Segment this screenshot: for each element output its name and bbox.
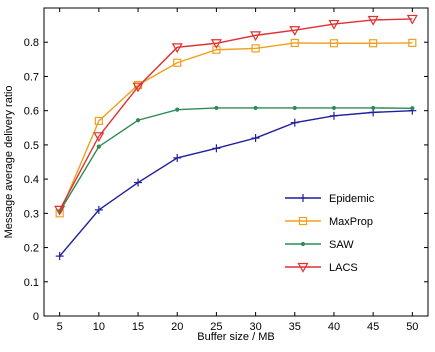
y-tick-label: 0.4 bbox=[24, 174, 39, 186]
x-tick-label: 20 bbox=[171, 321, 183, 333]
x-tick-label: 25 bbox=[210, 321, 222, 333]
x-tick-label: 50 bbox=[406, 321, 418, 333]
x-tick-label: 45 bbox=[367, 321, 379, 333]
series-line bbox=[59, 18, 413, 211]
data-point bbox=[300, 241, 306, 247]
y-tick-label: 0.7 bbox=[24, 71, 39, 83]
data-point bbox=[96, 144, 101, 149]
y-axis-label: Message average delivery ratio bbox=[3, 86, 15, 239]
y-tick-label: 0.5 bbox=[24, 140, 39, 152]
data-point bbox=[298, 216, 308, 226]
data-point bbox=[406, 14, 418, 25]
data-point bbox=[212, 45, 221, 54]
data-point bbox=[135, 118, 141, 123]
legend-label: Epidemic bbox=[329, 193, 375, 205]
plot-area bbox=[43, 7, 429, 317]
y-tick-label: 0 bbox=[33, 311, 39, 323]
legend-item: LACS bbox=[285, 262, 358, 274]
series-line bbox=[59, 42, 413, 214]
x-tick-label: 40 bbox=[328, 321, 340, 333]
x-tick-label: 15 bbox=[132, 321, 144, 333]
legend-item: SAW bbox=[285, 239, 354, 251]
x-axis: 5 10 15 20 25 30 35 40 45 50 bbox=[57, 8, 418, 333]
data-point bbox=[94, 116, 103, 126]
y-tick-label: 0.8 bbox=[24, 37, 39, 49]
data-point bbox=[214, 105, 219, 111]
data-point bbox=[328, 19, 340, 30]
x-axis-label: Buffer size / MB bbox=[197, 331, 274, 343]
legend-label: LACS bbox=[329, 262, 358, 274]
data-point bbox=[329, 39, 339, 48]
series-saw bbox=[57, 105, 415, 214]
x-tick-label: 5 bbox=[57, 321, 63, 333]
data-point bbox=[251, 44, 260, 53]
data-point bbox=[175, 107, 180, 112]
data-point bbox=[210, 39, 222, 49]
x-tick-label: 30 bbox=[249, 321, 261, 333]
legend-label: SAW bbox=[329, 239, 354, 251]
legend: Epidemic MaxProp SAW LACS bbox=[285, 193, 375, 274]
y-tick-label: 0.6 bbox=[24, 106, 39, 118]
series-line bbox=[59, 107, 413, 212]
data-point bbox=[289, 26, 301, 36]
data-point bbox=[410, 106, 415, 111]
legend-label: MaxProp bbox=[329, 216, 373, 228]
data-point bbox=[250, 31, 262, 42]
y-axis: 0 0.1 0.2 0.3 0.4 0.5 0.6 0.7 0.8 bbox=[24, 37, 428, 323]
data-point bbox=[171, 43, 183, 54]
data-point bbox=[408, 38, 417, 48]
legend-item: Epidemic bbox=[285, 193, 375, 205]
y-tick-label: 0.1 bbox=[24, 277, 39, 289]
data-point bbox=[331, 105, 337, 111]
series-lacs bbox=[54, 14, 418, 216]
data-point bbox=[297, 262, 309, 273]
series-layer bbox=[54, 14, 418, 261]
y-tick-label: 0.2 bbox=[24, 243, 39, 255]
series-line bbox=[59, 109, 413, 257]
data-point bbox=[292, 105, 297, 111]
data-point bbox=[132, 82, 144, 93]
x-tick-label: 35 bbox=[289, 321, 301, 333]
series-epidemic bbox=[55, 106, 417, 261]
data-point bbox=[93, 132, 105, 143]
data-point bbox=[253, 105, 258, 111]
data-point bbox=[54, 205, 66, 216]
legend-item: MaxProp bbox=[285, 216, 373, 228]
data-point bbox=[290, 38, 299, 48]
data-point bbox=[367, 15, 379, 26]
data-point bbox=[173, 58, 182, 67]
data-point bbox=[369, 39, 378, 48]
y-tick-label: 0.3 bbox=[24, 208, 39, 220]
x-tick-label: 10 bbox=[93, 321, 105, 333]
data-point bbox=[371, 105, 376, 111]
